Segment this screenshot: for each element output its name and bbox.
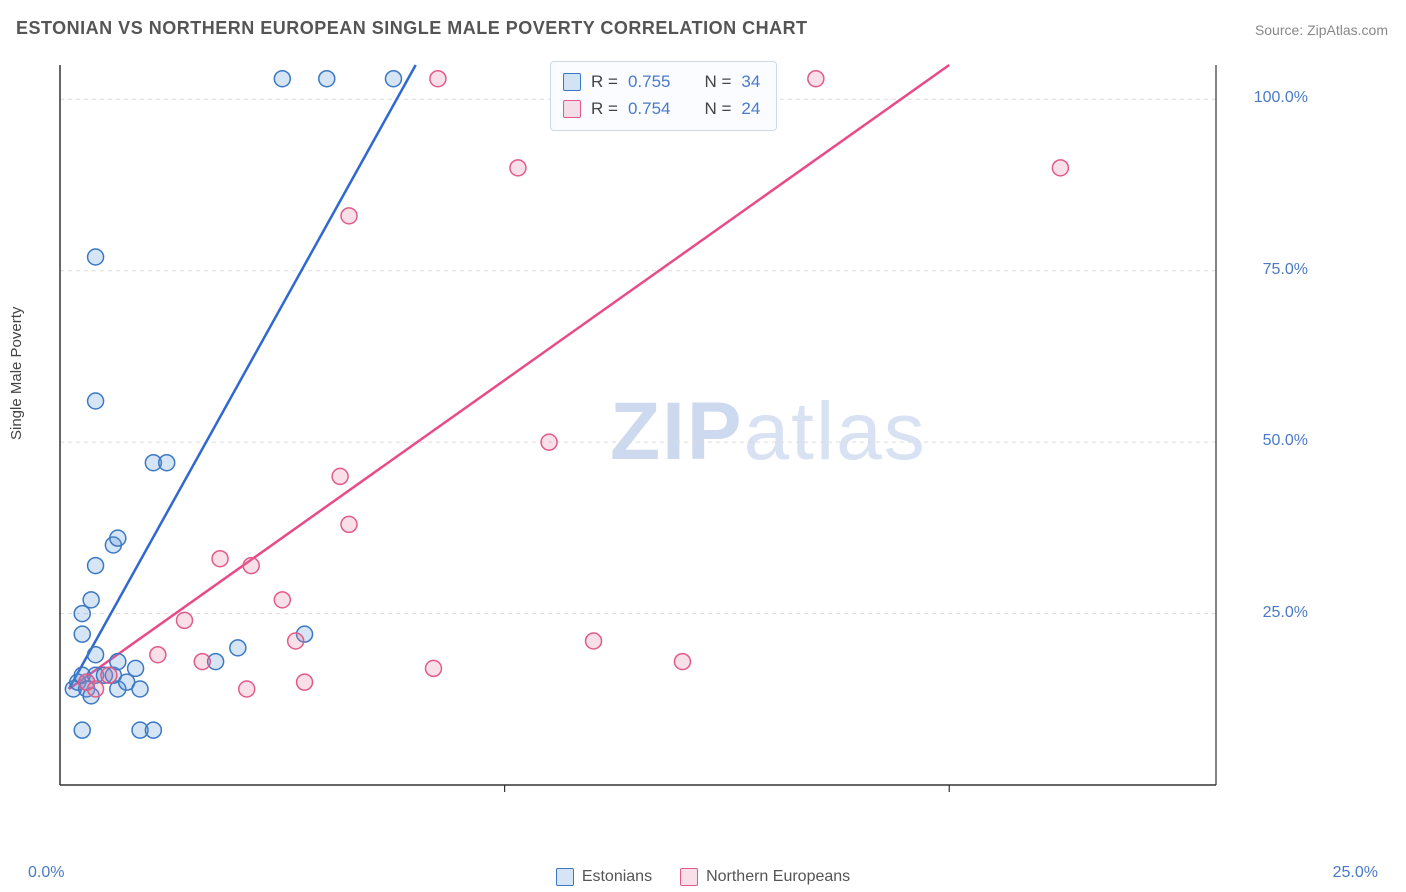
stat-row-northern_europeans: R = 0.754 N = 24	[563, 95, 760, 122]
y-tick-label: 50.0%	[1228, 432, 1308, 450]
plot-area: ZIPatlas R =0.755N =34R =0.754N =24 25.0…	[50, 55, 1306, 815]
y-tick-label: 100.0%	[1228, 89, 1308, 107]
stat-swatch	[563, 100, 581, 118]
stat-r-value: 0.754	[628, 95, 671, 122]
stat-r-label: R =	[591, 95, 618, 122]
legend-label-estonians: Estonians	[582, 868, 652, 886]
chart-svg	[50, 55, 1306, 815]
stat-row-estonians: R = 0.755 N = 34	[563, 68, 760, 95]
y-axis-label: Single Male Poverty	[8, 307, 25, 440]
stat-r-value: 0.755	[628, 68, 671, 95]
stat-n-label: N =	[704, 68, 731, 95]
bottom-legend: Estonians Northern Europeans	[0, 868, 1406, 886]
y-tick-label: 25.0%	[1228, 604, 1308, 622]
source-attribution: Source: ZipAtlas.com	[1255, 22, 1388, 38]
legend-entry-estonians: Estonians	[556, 868, 652, 886]
legend-label-northern-europeans: Northern Europeans	[706, 868, 850, 886]
stat-swatch	[563, 73, 581, 91]
stat-n-label: N =	[704, 95, 731, 122]
chart-container: ESTONIAN VS NORTHERN EUROPEAN SINGLE MAL…	[0, 0, 1406, 892]
legend-swatch-estonians	[556, 868, 574, 886]
stat-n-value: 34	[741, 68, 760, 95]
chart-title: ESTONIAN VS NORTHERN EUROPEAN SINGLE MAL…	[16, 18, 808, 39]
stat-n-value: 24	[741, 95, 760, 122]
y-tick-label: 75.0%	[1228, 261, 1308, 279]
legend-swatch-northern-europeans	[680, 868, 698, 886]
legend-entry-northern-europeans: Northern Europeans	[680, 868, 850, 886]
stat-r-label: R =	[591, 68, 618, 95]
correlation-stats-box: R = 0.755 N = 34 R = 0.754 N = 24	[550, 61, 777, 131]
